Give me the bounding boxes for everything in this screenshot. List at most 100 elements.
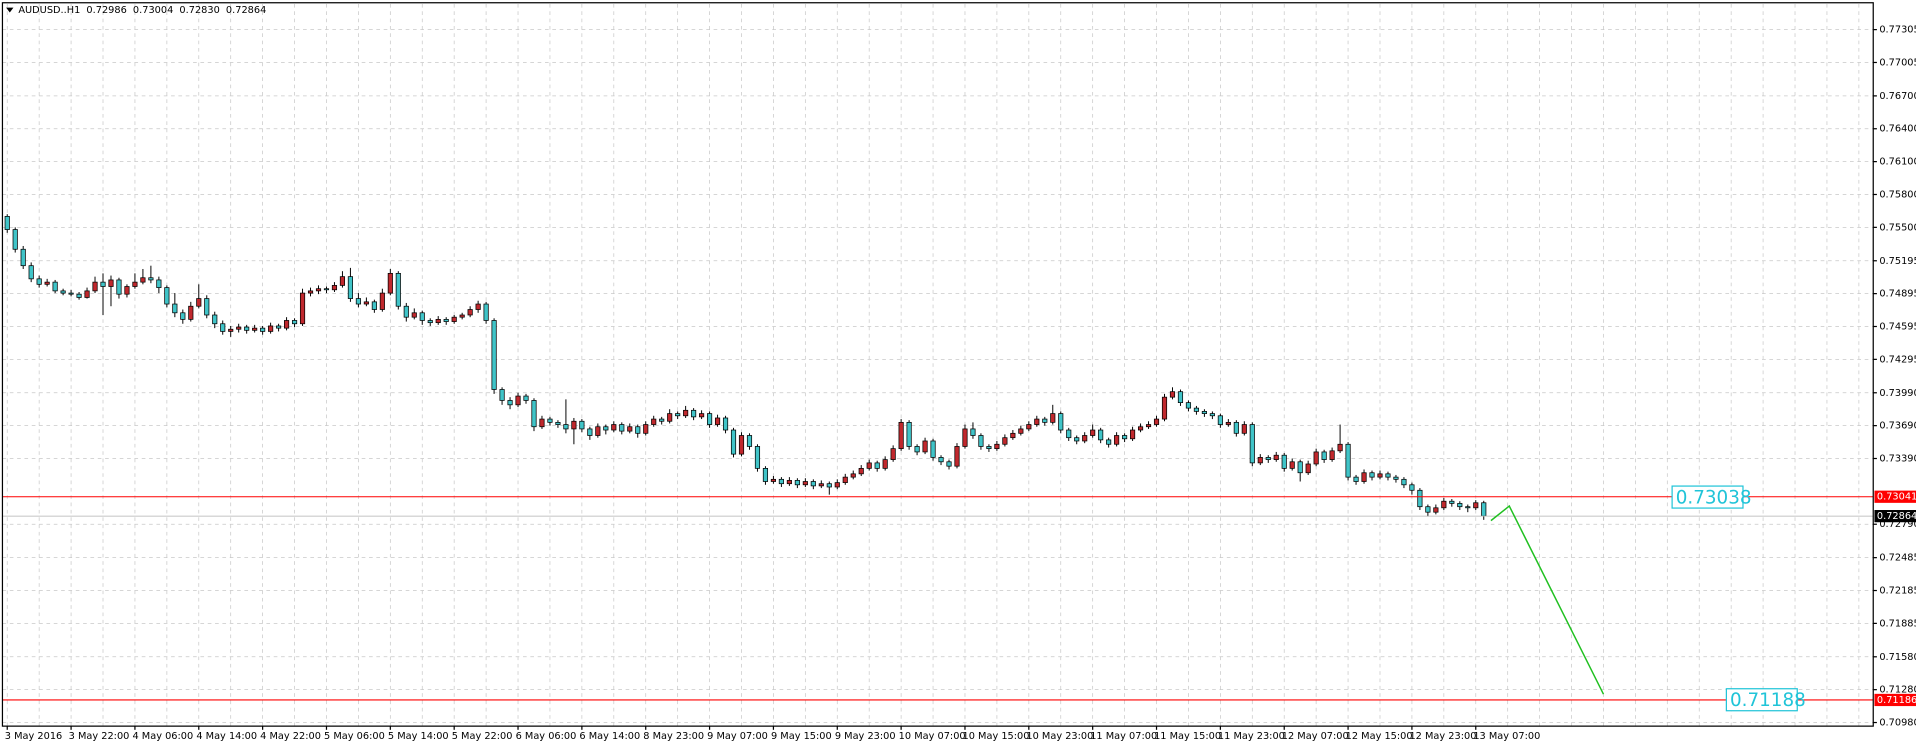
candle-body: [1473, 502, 1479, 509]
candle-body: [28, 265, 34, 280]
x-tick-label: 9 May 15:00: [771, 731, 832, 742]
candle-body: [4, 216, 10, 230]
candle-body: [379, 292, 385, 310]
candle-body: [643, 424, 649, 434]
forecast-line: [1490, 504, 1605, 695]
candle-body: [826, 483, 832, 488]
candle-body: [890, 448, 896, 460]
x-tick-label: 12 May 15:00: [1346, 731, 1413, 742]
x-tick-label: 5 May 22:00: [452, 731, 513, 742]
candle-body: [1337, 443, 1343, 452]
candle-body: [1457, 503, 1463, 508]
candle-body: [571, 420, 577, 430]
candle-body: [1425, 506, 1431, 513]
candle-body: [132, 281, 138, 287]
candle-body: [1449, 500, 1455, 504]
candle-body: [595, 426, 601, 436]
candle-body: [1114, 435, 1120, 445]
candle-body: [260, 327, 266, 332]
candle-body: [1034, 418, 1040, 425]
x-tick-label: 9 May 07:00: [707, 731, 768, 742]
y-tick-label: 0.75195: [1879, 256, 1916, 267]
menu-triangle[interactable]: [6, 7, 14, 13]
candle-body: [1393, 476, 1399, 480]
candle-body: [651, 418, 657, 425]
hline-price-label: 0.71186: [1877, 695, 1916, 706]
header-value: 0.73004: [133, 5, 173, 16]
candle-body: [1137, 426, 1144, 431]
x-tick-label: 3 May 2016: [5, 731, 62, 742]
candle-body: [906, 421, 912, 447]
candle-body: [722, 417, 729, 431]
candle-body: [363, 301, 369, 305]
hline-price-box: [1874, 693, 1916, 707]
x-tick-label: 11 May 23:00: [1218, 731, 1285, 742]
y-tick-label: 0.76400: [1879, 124, 1916, 135]
candle-body: [675, 413, 681, 417]
candle-body: [874, 462, 880, 469]
y-tick-label: 0.70980: [1879, 718, 1916, 729]
candle-body: [1098, 429, 1104, 441]
y-tick-label: 0.71885: [1879, 618, 1916, 629]
candle-body: [1161, 396, 1168, 420]
candle-body: [1185, 402, 1192, 409]
candle-body: [778, 478, 784, 485]
candle-body: [986, 446, 992, 450]
x-tick-label: 10 May 23:00: [1026, 731, 1093, 742]
candle-body: [1369, 472, 1375, 478]
candle-body: [762, 467, 769, 482]
marks: 0.73038 0.71188: [2, 214, 1874, 712]
x-tick-label: 11 May 15:00: [1154, 731, 1221, 742]
x-tick-label: 5 May 06:00: [324, 731, 385, 742]
candle-body: [1225, 421, 1231, 425]
candle-body: [1193, 407, 1199, 412]
candle-body: [212, 314, 218, 325]
candle-body: [539, 418, 545, 428]
candle-body: [188, 305, 194, 320]
candle-body: [411, 312, 417, 318]
candle-body: [1074, 437, 1080, 442]
candle-body: [627, 426, 633, 432]
symbol: AUDUSD..H1: [18, 5, 80, 16]
candle-body: [619, 424, 625, 432]
candle-body: [172, 303, 178, 314]
candle-body: [291, 320, 298, 325]
candle-body: [802, 481, 808, 486]
candle-body: [196, 298, 202, 307]
y-tick-label: 0.75500: [1879, 222, 1916, 233]
candle-body: [946, 461, 952, 467]
candle-body: [1241, 424, 1247, 434]
y-tick-label: 0.74595: [1879, 321, 1916, 332]
candle-body: [970, 428, 976, 436]
x-tick-label: 6 May 14:00: [579, 731, 640, 742]
y-tick-label: 0.76700: [1879, 91, 1916, 102]
y-tick-label: 0.77005: [1879, 57, 1916, 68]
candle-body: [100, 281, 106, 287]
candle-body: [204, 298, 210, 316]
candle-body: [635, 426, 641, 434]
candle-body: [1289, 461, 1295, 469]
candle-body: [1281, 454, 1287, 469]
candle-body: [978, 435, 984, 447]
candle-body: [1441, 500, 1447, 509]
candle-body: [44, 281, 50, 285]
candle-body: [299, 292, 306, 325]
candle-body: [1273, 454, 1279, 460]
candle-body: [387, 272, 393, 294]
chart-header: AUDUSD..H1 0.72986 0.73004 0.72830 0.72864: [18, 5, 266, 16]
candle-body: [244, 326, 250, 331]
y-tick-label: 0.72185: [1879, 586, 1916, 597]
candle-body: [459, 314, 465, 318]
candle-body: [707, 413, 713, 425]
candle-body: [667, 413, 673, 422]
candle-body: [691, 409, 697, 418]
candle-body: [1010, 432, 1016, 439]
x-tick-label: 11 May 07:00: [1090, 731, 1157, 742]
candle-body: [371, 301, 377, 310]
candle-body: [268, 325, 274, 332]
candle-body: [611, 424, 617, 431]
candle-body: [714, 417, 721, 425]
candle-body: [1345, 443, 1351, 478]
